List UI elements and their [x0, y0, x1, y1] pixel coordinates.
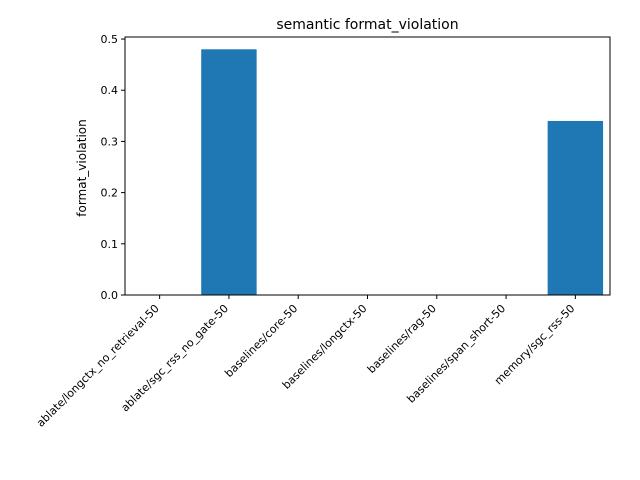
x-tick-label: memory/sgc_rss-50 [492, 302, 577, 387]
bar-6 [547, 120, 604, 295]
y-tick-label: 0.2 [101, 187, 119, 200]
x-axis-ticks: ablate/longctx_no_retrieval-50ablate/sgc… [34, 295, 577, 430]
y-tick-label: 0.5 [101, 33, 119, 46]
y-tick-label: 0.3 [101, 135, 119, 148]
y-tick-label: 0.0 [101, 289, 119, 302]
y-tick-label: 0.1 [101, 238, 119, 251]
bars-group [201, 49, 604, 296]
x-tick-label: baselines/rag-50 [365, 302, 439, 376]
x-tick-label: ablate/longctx_no_retrieval-50 [34, 302, 162, 430]
plot-area-border [124, 36, 611, 296]
y-axis-ticks: 0.0 0.1 0.2 0.3 0.4 0.5 [101, 33, 125, 302]
chart-title: semantic format_violation [276, 17, 458, 33]
x-tick-label: baselines/core-50 [222, 302, 300, 380]
bar-1 [201, 49, 257, 296]
axes-frame [124, 36, 611, 296]
y-axis-label: format_violation [75, 119, 89, 217]
y-tick-label: 0.4 [101, 84, 119, 97]
